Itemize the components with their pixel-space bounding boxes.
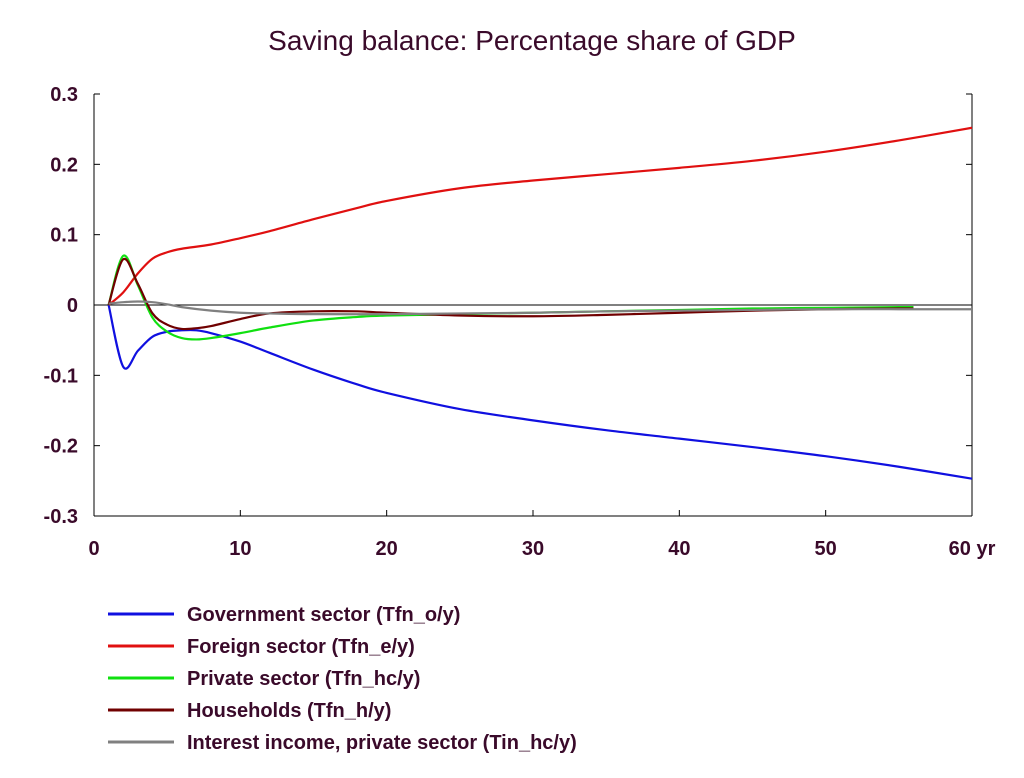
series-line-interest-income-private-sector: [108, 300, 972, 316]
series-line-households: [107, 257, 914, 331]
x-tick-label: 40: [668, 538, 690, 560]
x-tick-label: 20: [376, 538, 398, 560]
x-tick-label: 60 yr: [949, 538, 996, 560]
y-tick-label: 0: [67, 295, 78, 317]
y-tick-label: -0.2: [44, 436, 78, 458]
y-tick-label: 0.1: [50, 225, 78, 247]
series-line-government-sector: [107, 304, 973, 480]
series-lines: [107, 126, 973, 480]
series-line-foreign-sector: [107, 126, 973, 306]
chart-title: Saving balance: Percentage share of GDP: [268, 25, 796, 56]
x-tick-label: 10: [229, 538, 251, 560]
legend-label-households: Households (Tfn_h/y): [187, 700, 391, 722]
x-tick-label: 50: [815, 538, 837, 560]
legend-label-private-sector: Private sector (Tfn_hc/y): [187, 668, 420, 690]
legend-label-interest-income-private-sector: Interest income, private sector (Tin_hc/…: [187, 732, 577, 754]
y-tick-label: 0.3: [50, 84, 78, 106]
legend-label-foreign-sector: Foreign sector (Tfn_e/y): [187, 636, 415, 658]
legend-label-government-sector: Government sector (Tfn_o/y): [187, 604, 460, 626]
x-tick-label: 0: [88, 538, 99, 560]
series-line-private-sector: [107, 254, 914, 341]
y-tick-label: -0.1: [44, 365, 78, 387]
axes: 0.3 0.2 0.1 0 -0.1 -0.2 -0.3 0 10 20 30 40 50 60 yr: [44, 84, 996, 560]
x-tick-label: 30: [522, 538, 544, 560]
legend: Government sector (Tfn_o/y) Foreign secto…: [108, 604, 577, 754]
y-tick-label: 0.2: [50, 154, 78, 176]
y-tick-label: -0.3: [44, 506, 78, 528]
